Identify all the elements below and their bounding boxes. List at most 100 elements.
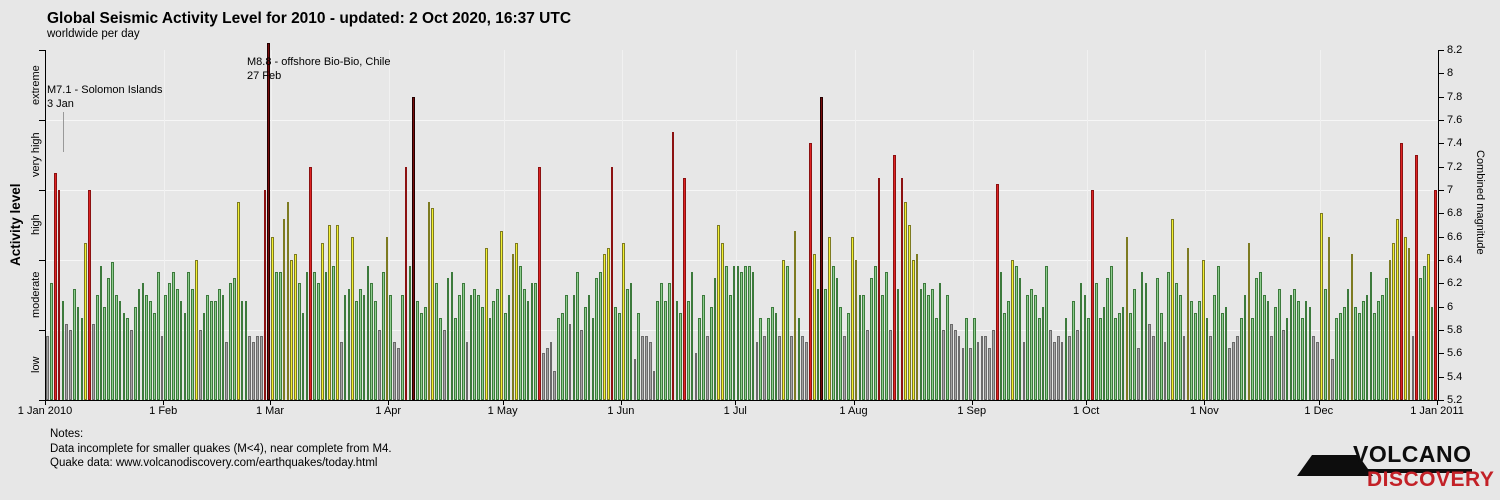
bar-day-181	[732, 265, 736, 400]
bar-day-9	[76, 306, 80, 400]
bar-day-262	[1041, 306, 1045, 400]
bar-day-126	[522, 289, 526, 400]
magnitude-tick-label-8: 8	[1447, 67, 1454, 80]
bar-day-202	[812, 254, 816, 400]
bar-day-325	[1281, 330, 1285, 400]
bar-day-201	[808, 143, 812, 400]
bar-day-361	[1419, 277, 1422, 400]
right-axis-tick	[1438, 400, 1444, 401]
bar-day-363	[1426, 254, 1430, 400]
x-tick	[1318, 400, 1320, 405]
bar-day-196	[789, 335, 793, 400]
bar-day-210	[843, 335, 847, 400]
gridline-month	[854, 50, 856, 400]
bar-day-53	[244, 300, 248, 400]
bar-day-301	[1190, 300, 1194, 400]
bar-day-102	[431, 207, 435, 400]
magnitude-tick-label-7.8: 7.8	[1447, 90, 1463, 103]
bar-day-318	[1255, 277, 1258, 400]
bar-day-133	[549, 341, 553, 400]
bar-day-117	[488, 318, 492, 400]
bar-day-23	[130, 330, 133, 400]
bar-day-125	[519, 265, 522, 400]
right-axis-tick	[1438, 353, 1444, 355]
bar-day-346	[1361, 300, 1365, 400]
bar-day-86	[370, 283, 374, 400]
bar-day-138	[568, 324, 572, 400]
bar-day-242	[965, 318, 969, 400]
bar-day-273	[1083, 295, 1087, 400]
bar-day-190	[767, 318, 770, 400]
bar-day-364	[1430, 306, 1434, 400]
bar-day-317	[1251, 318, 1255, 400]
bar-day-82	[355, 300, 358, 400]
bar-day-310	[1224, 306, 1228, 400]
bar-day-15	[99, 265, 103, 400]
bar-day-131	[542, 353, 545, 400]
bar-day-244	[972, 318, 976, 400]
bar-day-254	[1011, 260, 1014, 400]
bar-day-321	[1266, 300, 1270, 400]
bar-day-324	[1278, 289, 1281, 400]
bar-day-100	[423, 306, 427, 400]
bar-day-182	[736, 265, 740, 400]
bar-day-247	[984, 335, 988, 400]
bar-day-137	[564, 295, 568, 400]
left-axis-tick	[39, 50, 45, 51]
annotation-chile: M8.8 - offshore Bio-Bio, Chile 27 Feb	[247, 56, 390, 83]
bar-day-167	[679, 312, 683, 400]
bar-day-271	[1075, 330, 1079, 400]
bar-day-349	[1373, 312, 1377, 400]
bar-day-177	[717, 225, 721, 400]
bar-day-152	[622, 242, 625, 400]
bar-day-187	[755, 341, 759, 400]
bar-day-343	[1350, 254, 1354, 400]
bar-day-88	[378, 330, 381, 400]
bar-day-270	[1072, 300, 1075, 400]
bar-day-291	[1152, 335, 1155, 400]
bar-day-272	[1079, 283, 1083, 400]
bar-day-169	[686, 300, 690, 400]
bar-day-246	[980, 335, 984, 400]
bar-day-243	[969, 347, 972, 400]
bar-day-83	[358, 289, 362, 400]
right-axis-tick	[1438, 143, 1444, 145]
note-line-2: Quake data: www.volcanodiscovery.com/ear…	[50, 457, 378, 469]
month-tick-label-1-feb: 1 Feb	[149, 405, 178, 417]
combined-magnitude-axis-label: Combined magnitude	[1474, 150, 1486, 255]
bar-day-192	[774, 312, 778, 400]
bar-day-308	[1217, 265, 1220, 400]
bar-day-109	[458, 295, 461, 400]
bar-day-120	[500, 230, 503, 400]
bar-day-151	[618, 312, 621, 400]
bar-day-156	[637, 312, 641, 400]
bar-day-354	[1392, 242, 1396, 400]
bar-day-286	[1133, 289, 1136, 400]
bar-day-36	[179, 300, 183, 400]
bar-day-312	[1232, 341, 1235, 400]
bar-day-113	[473, 289, 477, 400]
right-axis-tick	[1438, 306, 1444, 308]
notes-block: Notes: Data incomplete for smaller quake…	[50, 427, 392, 471]
bar-day-251	[999, 271, 1003, 400]
gridline-month	[736, 50, 738, 400]
annotation-solomon-islands: M7.1 - Solomon Islands 3 Jan	[47, 84, 163, 111]
bar-day-124	[515, 242, 519, 400]
bar-day-148	[606, 248, 610, 400]
bar-day-14	[95, 295, 99, 400]
bar-day-121	[503, 312, 507, 400]
bar-day-328	[1293, 289, 1297, 400]
logo-text-volcano: VOLCANO	[1353, 441, 1472, 473]
x-tick	[971, 400, 973, 405]
bar-day-154	[629, 283, 633, 400]
bar-day-342	[1346, 289, 1350, 400]
bar-day-142	[583, 306, 587, 400]
bar-day-159	[648, 341, 652, 400]
bar-day-290	[1148, 324, 1152, 400]
bar-day-358	[1407, 248, 1411, 400]
bar-day-329	[1297, 300, 1300, 400]
bar-day-165	[671, 131, 675, 400]
bar-day-171	[694, 353, 698, 400]
month-tick-label-1-nov: 1 Nov	[1189, 405, 1219, 417]
magnitude-tick-label-6.4: 6.4	[1447, 254, 1463, 266]
